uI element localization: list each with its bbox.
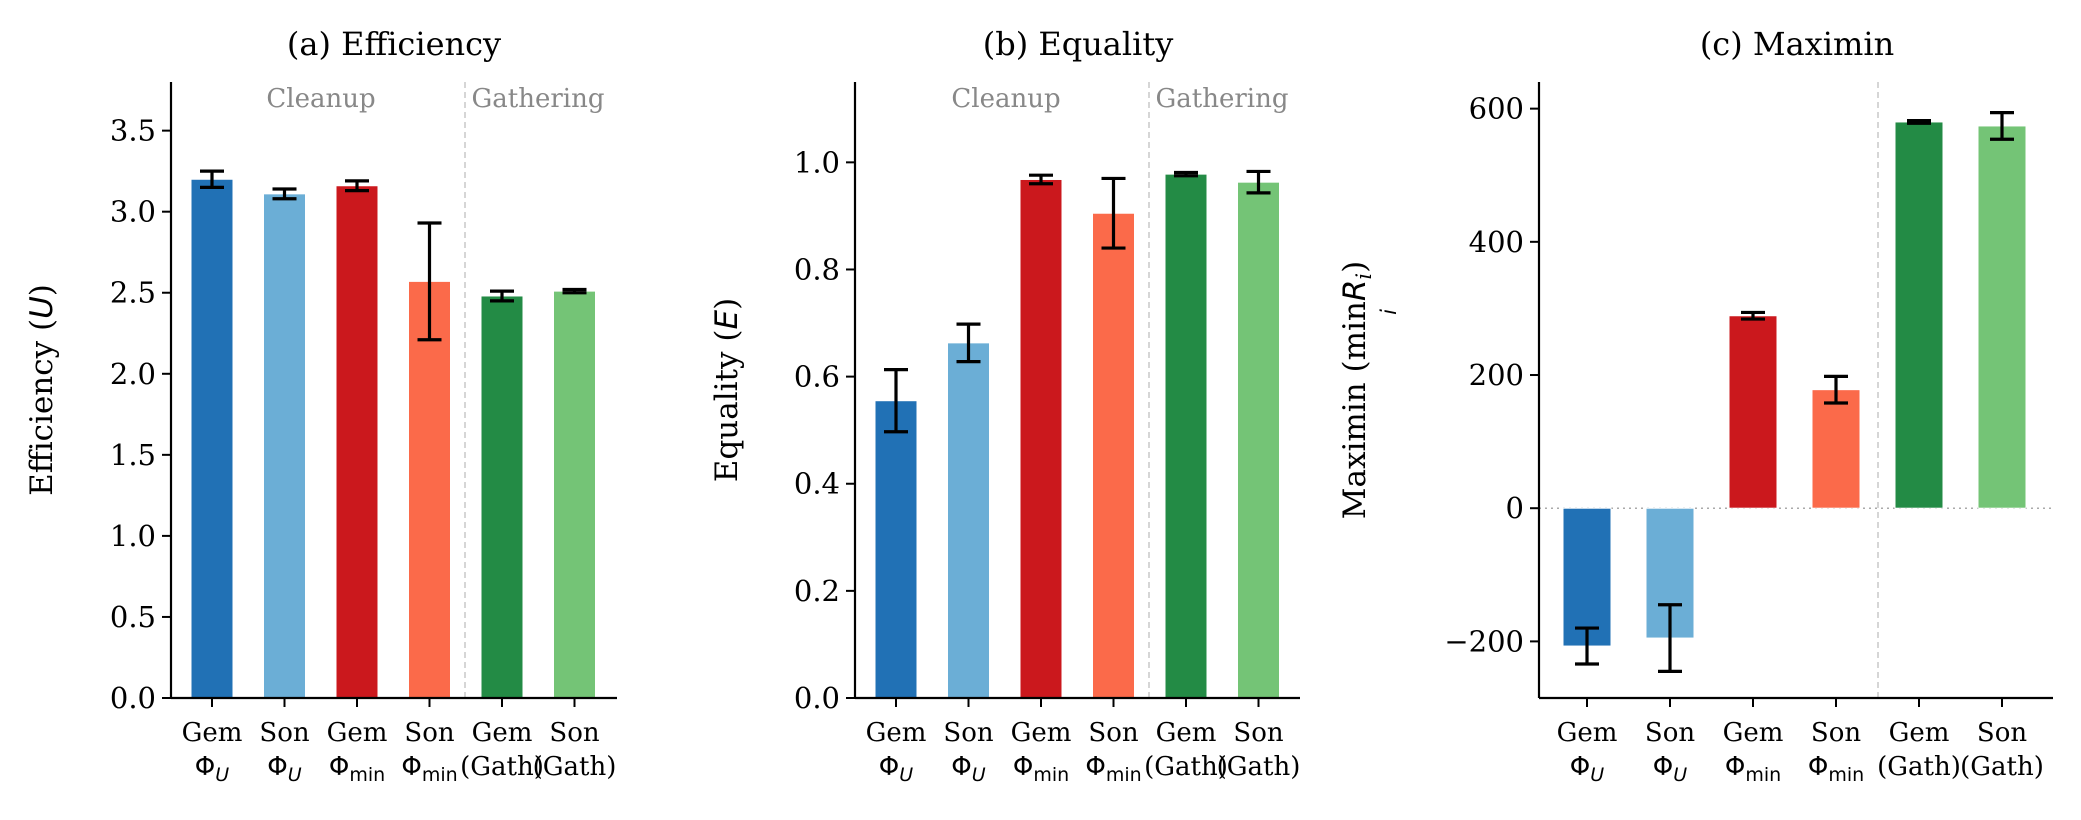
y-tick-label: 2.0	[110, 357, 156, 391]
x-tick-label: Son	[259, 718, 309, 748]
y-tick-label: 0.8	[794, 252, 840, 286]
y-tick-label: 400	[1469, 225, 1524, 259]
x-tick-label: (Gath)	[460, 752, 544, 782]
y-tick-label: 0	[1506, 491, 1524, 525]
x-tick-label: Gem	[182, 718, 243, 748]
bar	[947, 342, 990, 699]
x-tick-label: ΦU	[195, 752, 229, 786]
bar	[263, 193, 306, 699]
chart-title: (a) Efficiency	[287, 25, 501, 63]
bar	[553, 290, 596, 699]
x-tick-label: Son	[1088, 718, 1138, 748]
bar	[1092, 212, 1135, 699]
y-axis-label: Maximin (minRi)	[1337, 261, 1376, 520]
x-tick-label: Gem	[327, 718, 388, 748]
x-tick-label: (Gath)	[1217, 752, 1301, 782]
x-tick-label: Φmin	[1725, 752, 1781, 786]
y-tick-label: 0.0	[794, 681, 840, 715]
group-label: Gathering	[472, 84, 605, 114]
y-tick-label: 0.4	[794, 467, 840, 501]
y-tick-label: 2.5	[110, 276, 156, 310]
x-tick-label: Son	[1811, 718, 1861, 748]
bar	[1164, 173, 1208, 699]
bar	[480, 295, 524, 699]
group-label: Gathering	[1156, 84, 1289, 114]
chart-panel-2: (b) Equality 0.0 0.2 0.4 0.6 0.8 1.0 Equality (…	[709, 25, 1300, 786]
y-tick-label: 0.6	[794, 360, 840, 394]
bar	[190, 178, 234, 699]
y-tick-label: −200	[1444, 624, 1524, 658]
x-tick-label: ΦU	[879, 752, 913, 786]
y-tick-label: 0.2	[794, 574, 840, 608]
x-tick-label: (Gath)	[1144, 752, 1228, 782]
x-tick-label: Son	[549, 718, 599, 748]
bar	[874, 400, 918, 699]
y-tick-label: 200	[1469, 358, 1524, 392]
x-tick-label: Gem	[472, 718, 533, 748]
x-tick-label: (Gath)	[533, 752, 617, 782]
x-tick-label: Gem	[866, 718, 927, 748]
x-tick-label: Son	[404, 718, 454, 748]
bar	[1237, 181, 1280, 699]
bar	[1562, 507, 1612, 647]
chart-title: (b) Equality	[983, 25, 1174, 63]
chart-title: (c) Maximin	[1700, 25, 1894, 63]
x-tick-label: ΦU	[1653, 752, 1687, 786]
bar	[408, 280, 451, 699]
bar	[1019, 178, 1063, 699]
x-tick-label: Son	[1645, 718, 1695, 748]
x-tick-label: Φmin	[329, 752, 385, 786]
x-tick-label: Son	[1233, 718, 1283, 748]
y-tick-label: 0.0	[110, 681, 156, 715]
x-tick-label: Gem	[1011, 718, 1072, 748]
y-tick-label: 1.0	[794, 145, 840, 179]
x-tick-label: ΦU	[951, 752, 985, 786]
y-tick-label: 3.5	[110, 114, 156, 148]
x-tick-label: (Gath)	[1960, 752, 2044, 782]
x-tick-label: Φmin	[1013, 752, 1069, 786]
x-tick-label: (Gath)	[1877, 752, 1961, 782]
group-label: Cleanup	[266, 84, 375, 114]
x-tick-label: Son	[943, 718, 993, 748]
bar	[1728, 315, 1778, 509]
y-tick-label: 0.5	[110, 600, 156, 634]
bar	[1977, 125, 2027, 509]
y-tick-label: 1.0	[110, 519, 156, 553]
bar	[1811, 389, 1861, 509]
y-axis-label: Equality (E)	[709, 298, 745, 482]
x-tick-label: ΦU	[267, 752, 301, 786]
y-tick-label: 1.5	[110, 438, 156, 472]
x-tick-label: Φmin	[1808, 752, 1864, 786]
chart-panel-3: (c) Maximin −200 0 200 400 600 Maximin (minRi)…	[1337, 25, 2053, 786]
chart-panel-1: (a) Efficiency 0.0 0.5 1.0 1.5 2.0 2.5 3.0 3.5 Ef…	[24, 25, 617, 786]
bar	[1894, 121, 1944, 509]
bar	[335, 185, 379, 699]
x-tick-label: Φmin	[401, 752, 457, 786]
y-tick-label: 600	[1469, 92, 1524, 126]
x-tick-label: Gem	[1156, 718, 1217, 748]
x-tick-label: Gem	[1723, 718, 1784, 748]
y-axis-label: Efficiency (U)	[24, 284, 60, 496]
y-tick-label: 3.0	[110, 195, 156, 229]
x-tick-label: Gem	[1557, 718, 1618, 748]
x-tick-label: ΦU	[1570, 752, 1604, 786]
x-tick-label: Gem	[1889, 718, 1950, 748]
group-label: Cleanup	[951, 84, 1060, 114]
x-tick-label: Φmin	[1085, 752, 1141, 786]
y-axis-label-subscript: i	[1377, 309, 1401, 315]
x-tick-label: Son	[1977, 718, 2027, 748]
